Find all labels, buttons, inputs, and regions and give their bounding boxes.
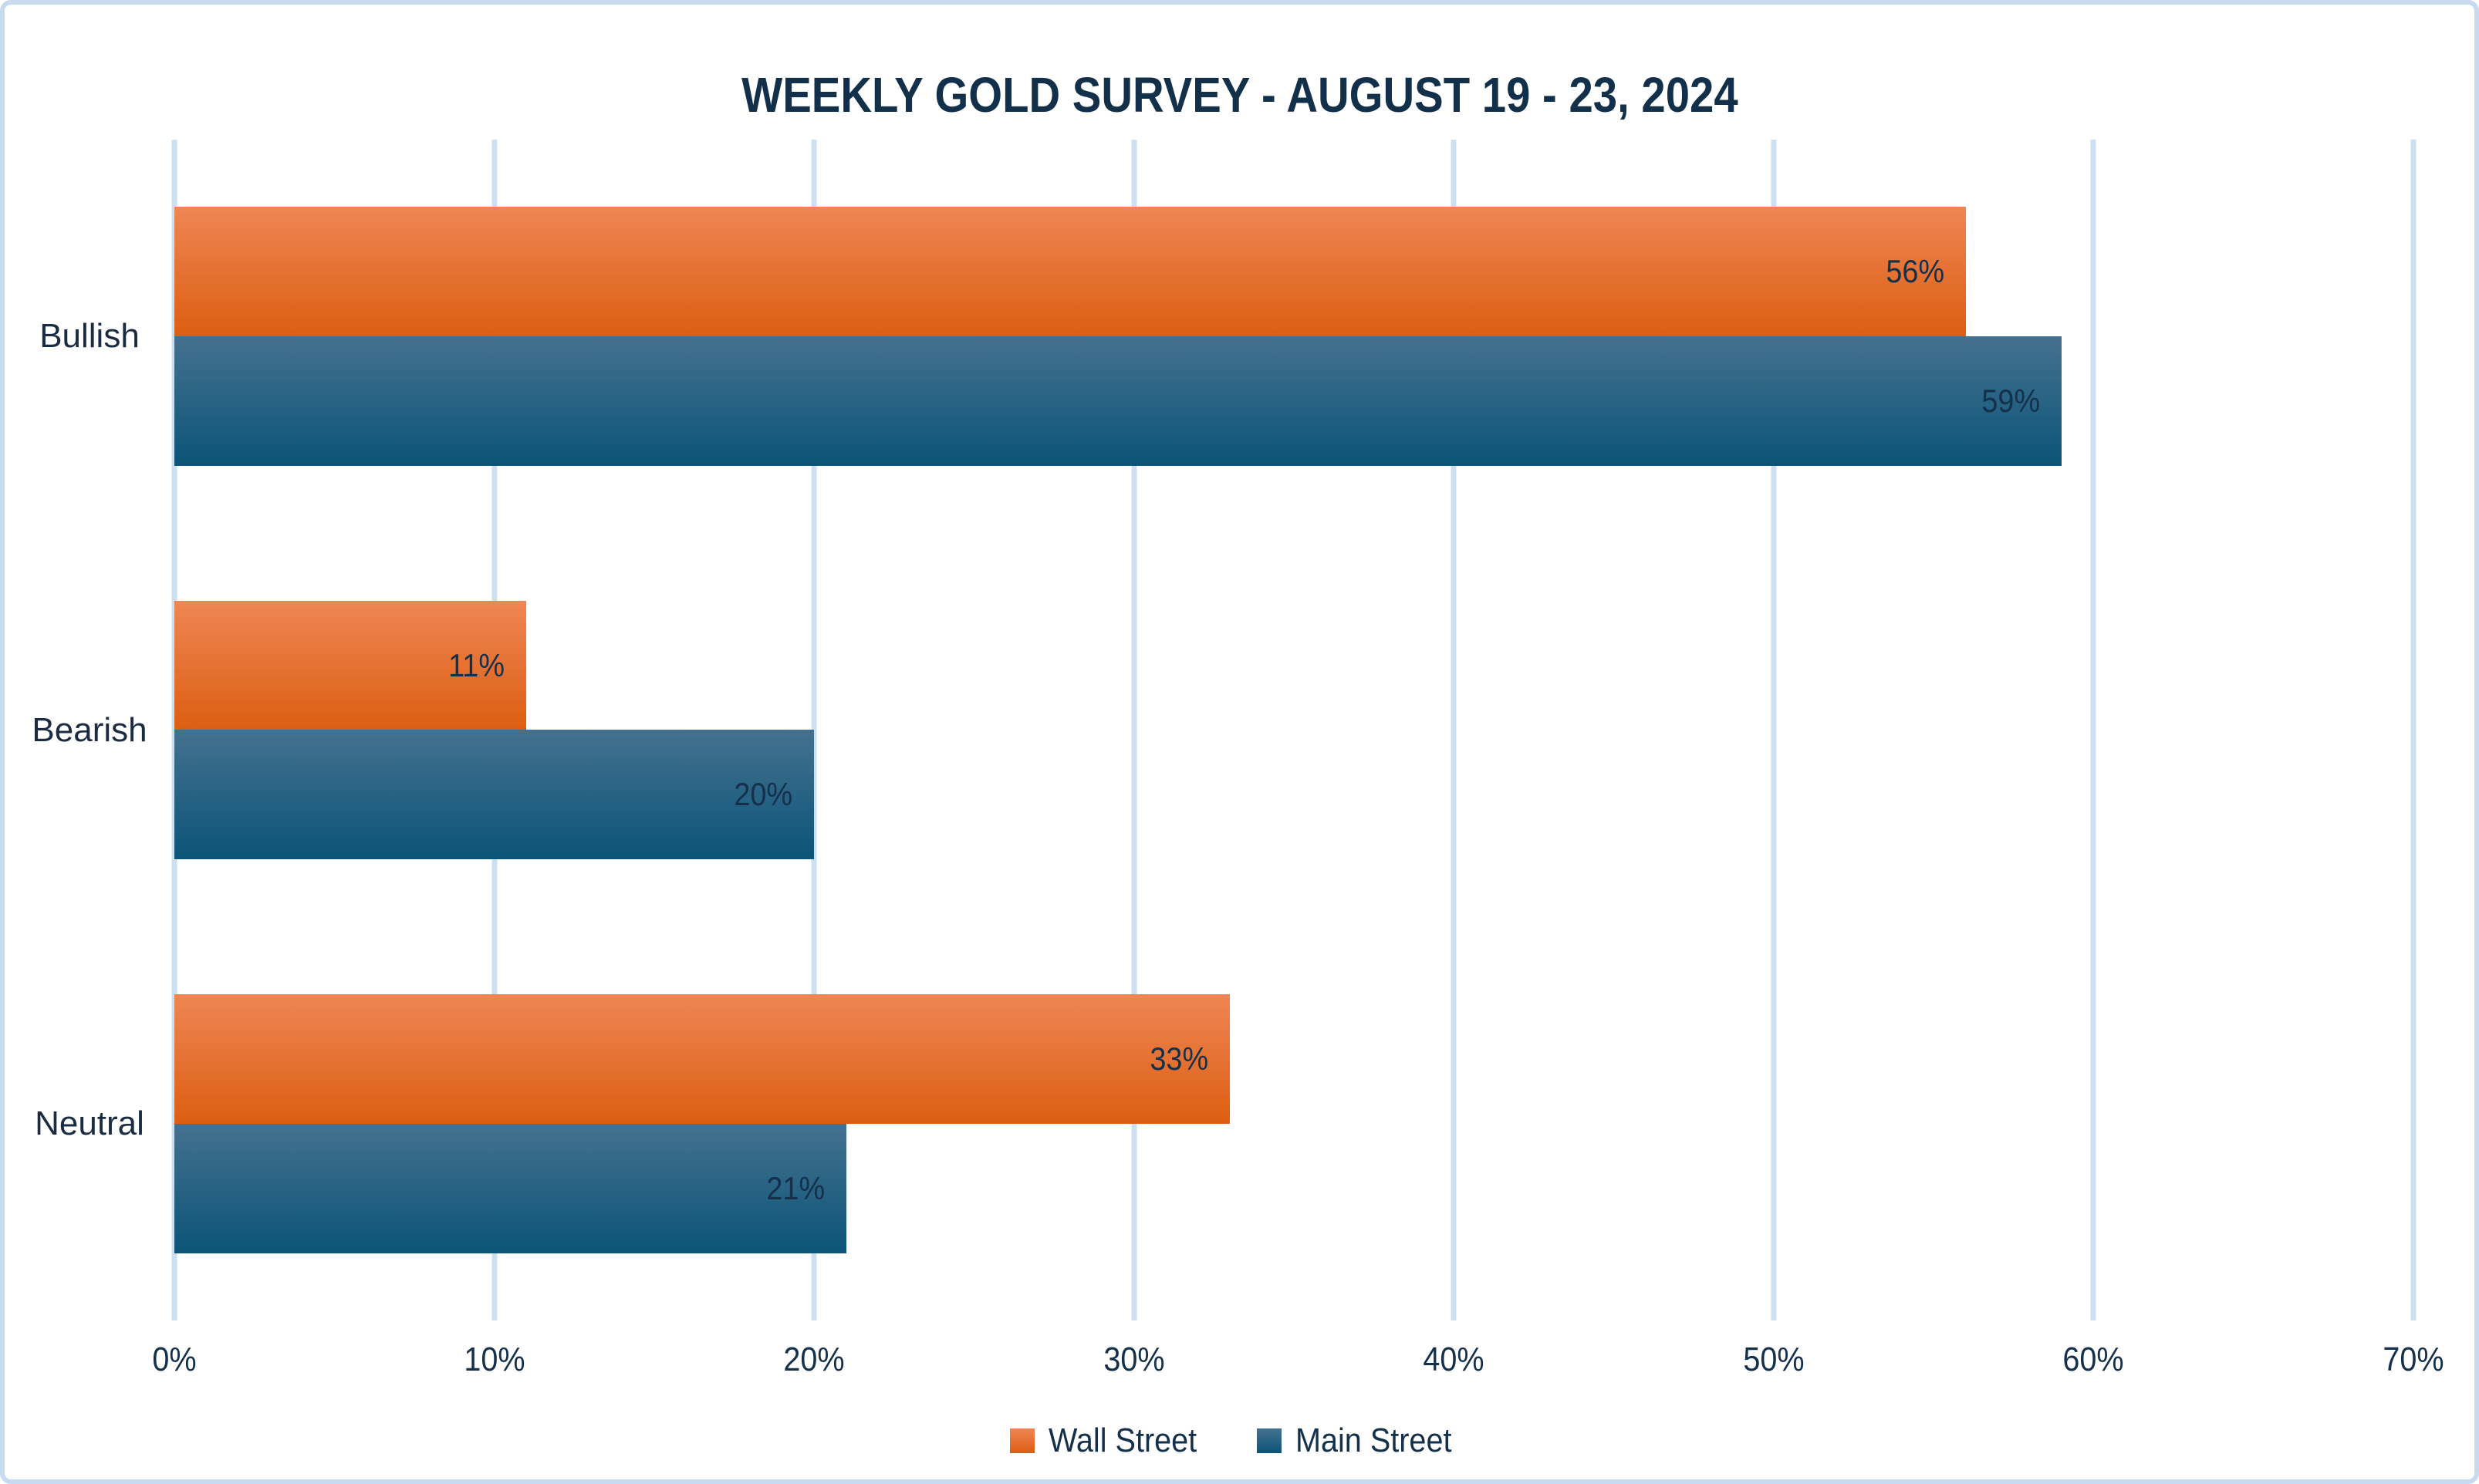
x-tick-label: 10% — [463, 1341, 525, 1378]
category-label-neutral: Neutral — [35, 1104, 144, 1142]
legend-label-main-street: Main Street — [1295, 1422, 1452, 1459]
legend-item-wall-street: Wall Street — [1010, 1422, 1214, 1460]
gridline-40 — [1451, 140, 1457, 1320]
bar-value-label: 11% — [448, 646, 505, 683]
category-row-neutral: 33% 21% — [174, 927, 2413, 1320]
chart-title-wrap: WEEKLY GOLD SURVEY - AUGUST 19 - 23, 202… — [5, 66, 2474, 123]
legend-item-main-street: Main Street — [1256, 1422, 1469, 1460]
x-tick-label: 50% — [1743, 1341, 1805, 1378]
legend: Wall Street Main Street — [5, 1408, 2474, 1473]
bar-value-label: 21% — [765, 1169, 825, 1206]
gridline-60 — [2090, 140, 2096, 1320]
category-row-bullish: 56% 59% — [174, 140, 2413, 533]
x-axis-labels: 0% 10% 20% 30% 40% 50% 60% 70% — [152, 1320, 2444, 1405]
gridline-70 — [2410, 140, 2417, 1320]
gridline-30 — [1131, 140, 1137, 1320]
legend-swatch-main-street — [1256, 1428, 1282, 1453]
bar-value-label: 59% — [1981, 383, 2040, 420]
gridline-50 — [1771, 140, 1777, 1320]
x-tick-label: 0% — [152, 1341, 197, 1378]
x-tick-label: 20% — [783, 1341, 845, 1378]
bar-wall-street-neutral: 33% — [174, 993, 1231, 1124]
y-axis-labels: Bullish Bearish Neutral — [5, 140, 174, 1320]
gridline-20 — [811, 140, 817, 1320]
bar-value-label: 33% — [1150, 1040, 1209, 1077]
category-label-bullish: Bullish — [39, 317, 140, 356]
chart-title: WEEKLY GOLD SURVEY - AUGUST 19 - 23, 202… — [741, 67, 1738, 123]
x-tick-label: 70% — [2383, 1341, 2444, 1378]
x-tick-label: 30% — [1103, 1341, 1165, 1378]
x-tick-label: 40% — [1423, 1341, 1484, 1378]
bar-main-street-neutral: 21% — [174, 1123, 846, 1253]
category-label-bearish: Bearish — [32, 710, 147, 749]
bar-value-label: 20% — [734, 776, 793, 813]
bar-wall-street-bearish: 11% — [174, 600, 527, 730]
plot-area: 56% 59% 11% 20% 33% 21% — [171, 140, 2417, 1320]
legend-swatch-wall-street — [1010, 1428, 1035, 1453]
bar-main-street-bullish: 59% — [174, 336, 2062, 467]
legend-label-wall-street: Wall Street — [1049, 1422, 1197, 1459]
category-row-bearish: 11% 20% — [174, 533, 2413, 926]
bar-main-street-bearish: 20% — [174, 730, 815, 860]
x-tick-label: 60% — [2062, 1341, 2125, 1378]
bar-wall-street-bullish: 56% — [174, 207, 1966, 337]
bar-value-label: 56% — [1885, 253, 1944, 290]
